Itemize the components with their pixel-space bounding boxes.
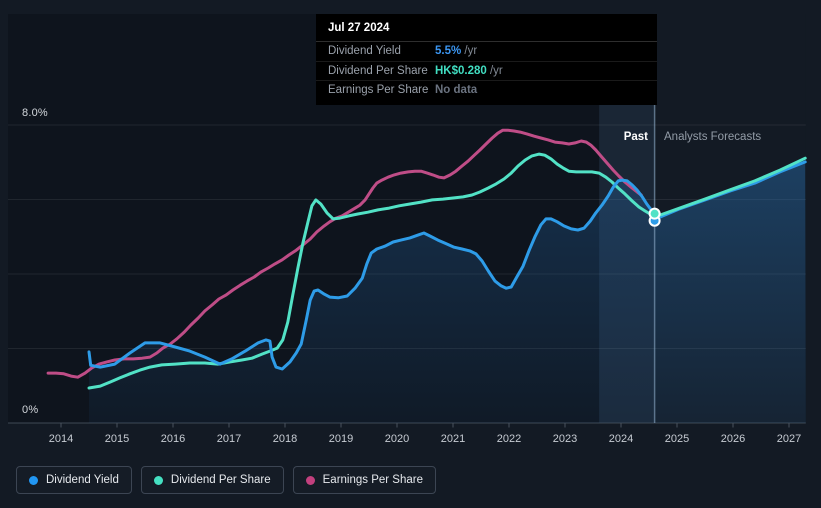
tooltip-row-unit: /yr — [486, 64, 503, 77]
tooltip-row: Dividend Yield 5.5% /yr — [316, 41, 657, 61]
legend-item-dividend-yield[interactable]: Dividend Yield — [16, 466, 132, 494]
y-axis-label-bottom: 0% — [22, 404, 39, 416]
tooltip-row-label: Dividend Yield — [328, 45, 401, 57]
past-section-label: Past — [623, 131, 648, 143]
legend-item-earnings-per-share[interactable]: Earnings Per Share — [292, 466, 436, 494]
x-axis-year-label: 2014 — [48, 433, 74, 445]
tooltip-row: Dividend Per Share HK$0.280 /yr — [316, 60, 657, 81]
x-axis-year-label: 2018 — [272, 433, 298, 445]
x-axis-year-label: 2015 — [104, 433, 130, 445]
x-axis-year-label: 2021 — [440, 433, 466, 445]
x-axis-year-label: 2023 — [552, 433, 578, 445]
y-axis-label-top: 8.0% — [22, 107, 48, 119]
x-axis-year-label: 2020 — [384, 433, 410, 445]
legend-item-label: Dividend Yield — [46, 474, 119, 486]
x-axis-year-label: 2019 — [328, 433, 354, 445]
legend-item-dividend-per-share[interactable]: Dividend Per Share — [140, 466, 284, 494]
x-axis-year-label: 2025 — [664, 433, 690, 445]
tooltip-row-label: Dividend Per Share — [328, 64, 428, 77]
tooltip-row-value: 5.5% /yr — [435, 45, 478, 57]
x-axis-year-label: 2016 — [160, 433, 186, 445]
tooltip-row-unit: /yr — [461, 45, 478, 57]
x-axis-year-label: 2017 — [216, 433, 242, 445]
tooltip-row-value: HK$0.280 /yr — [435, 64, 503, 77]
tooltip-row-value: No data — [435, 84, 478, 96]
legend-item-label: Earnings Per Share — [322, 474, 423, 486]
tooltip-row: Earnings Per Share No data — [316, 80, 657, 100]
dividend-yield-dot-icon — [29, 475, 38, 485]
dividend-per-share-marker — [648, 207, 661, 220]
x-axis-year-label: 2024 — [608, 433, 634, 445]
chart-tooltip: Jul 27 2024 Dividend Yield 5.5% /yr Divide… — [316, 14, 657, 105]
x-axis-year-label: 2026 — [720, 433, 746, 445]
tooltip-row-label: Earnings Per Share — [328, 84, 429, 96]
earnings-per-share-dot-icon — [305, 475, 315, 485]
legend-item-label: Dividend Per Share — [170, 474, 271, 486]
tooltip-rows: Dividend Yield 5.5% /yr Dividend Per Share… — [316, 41, 657, 100]
x-axis-year-label: 2022 — [496, 433, 522, 445]
x-axis-year-label: 2027 — [776, 433, 802, 445]
tooltip-date: Jul 27 2024 — [328, 22, 390, 34]
legend: Dividend Yield Dividend Per Share Earnings… — [16, 466, 436, 494]
forecasts-section-label: Analysts Forecasts — [664, 131, 762, 143]
dividend-per-share-dot-icon — [153, 475, 163, 485]
